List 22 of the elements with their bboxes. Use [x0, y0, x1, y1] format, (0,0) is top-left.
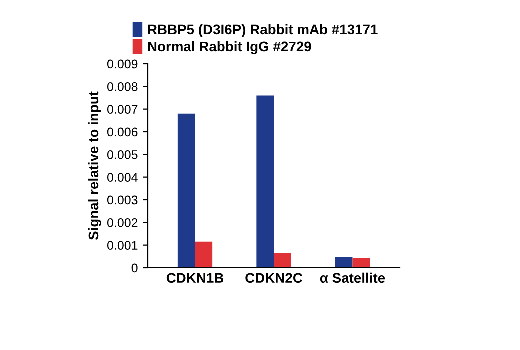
bar [178, 114, 196, 268]
y-tick-label: 0.006 [107, 128, 138, 137]
y-tick-label: 0 [132, 264, 138, 273]
y-tick-label: 0.001 [107, 241, 138, 250]
bar [256, 96, 274, 268]
bar [274, 253, 292, 268]
bar [195, 242, 213, 268]
bar [352, 258, 370, 268]
y-tick-label: 0.008 [107, 82, 138, 92]
y-tick-label: 0.005 [107, 150, 138, 160]
y-tick-label: 0.004 [107, 173, 138, 182]
x-tick-label: CDKN2C [246, 273, 303, 284]
y-tick-label: 0.007 [107, 105, 138, 114]
x-tick-label: α Satellite [320, 272, 386, 284]
y-axis-title: Signal relative to input [88, 92, 102, 240]
y-tick-label: 0.002 [107, 218, 138, 228]
y-tick-label: 0.003 [107, 196, 138, 205]
legend-label: Normal Rabbit IgG #2729 [148, 41, 312, 54]
bar [335, 257, 353, 268]
y-tick-label: 0.009 [107, 60, 138, 69]
legend-label: RBBP5 (D3I6P) Rabbit mAb #13171 [148, 24, 378, 38]
x-tick-label: CDKN1B [166, 273, 224, 284]
